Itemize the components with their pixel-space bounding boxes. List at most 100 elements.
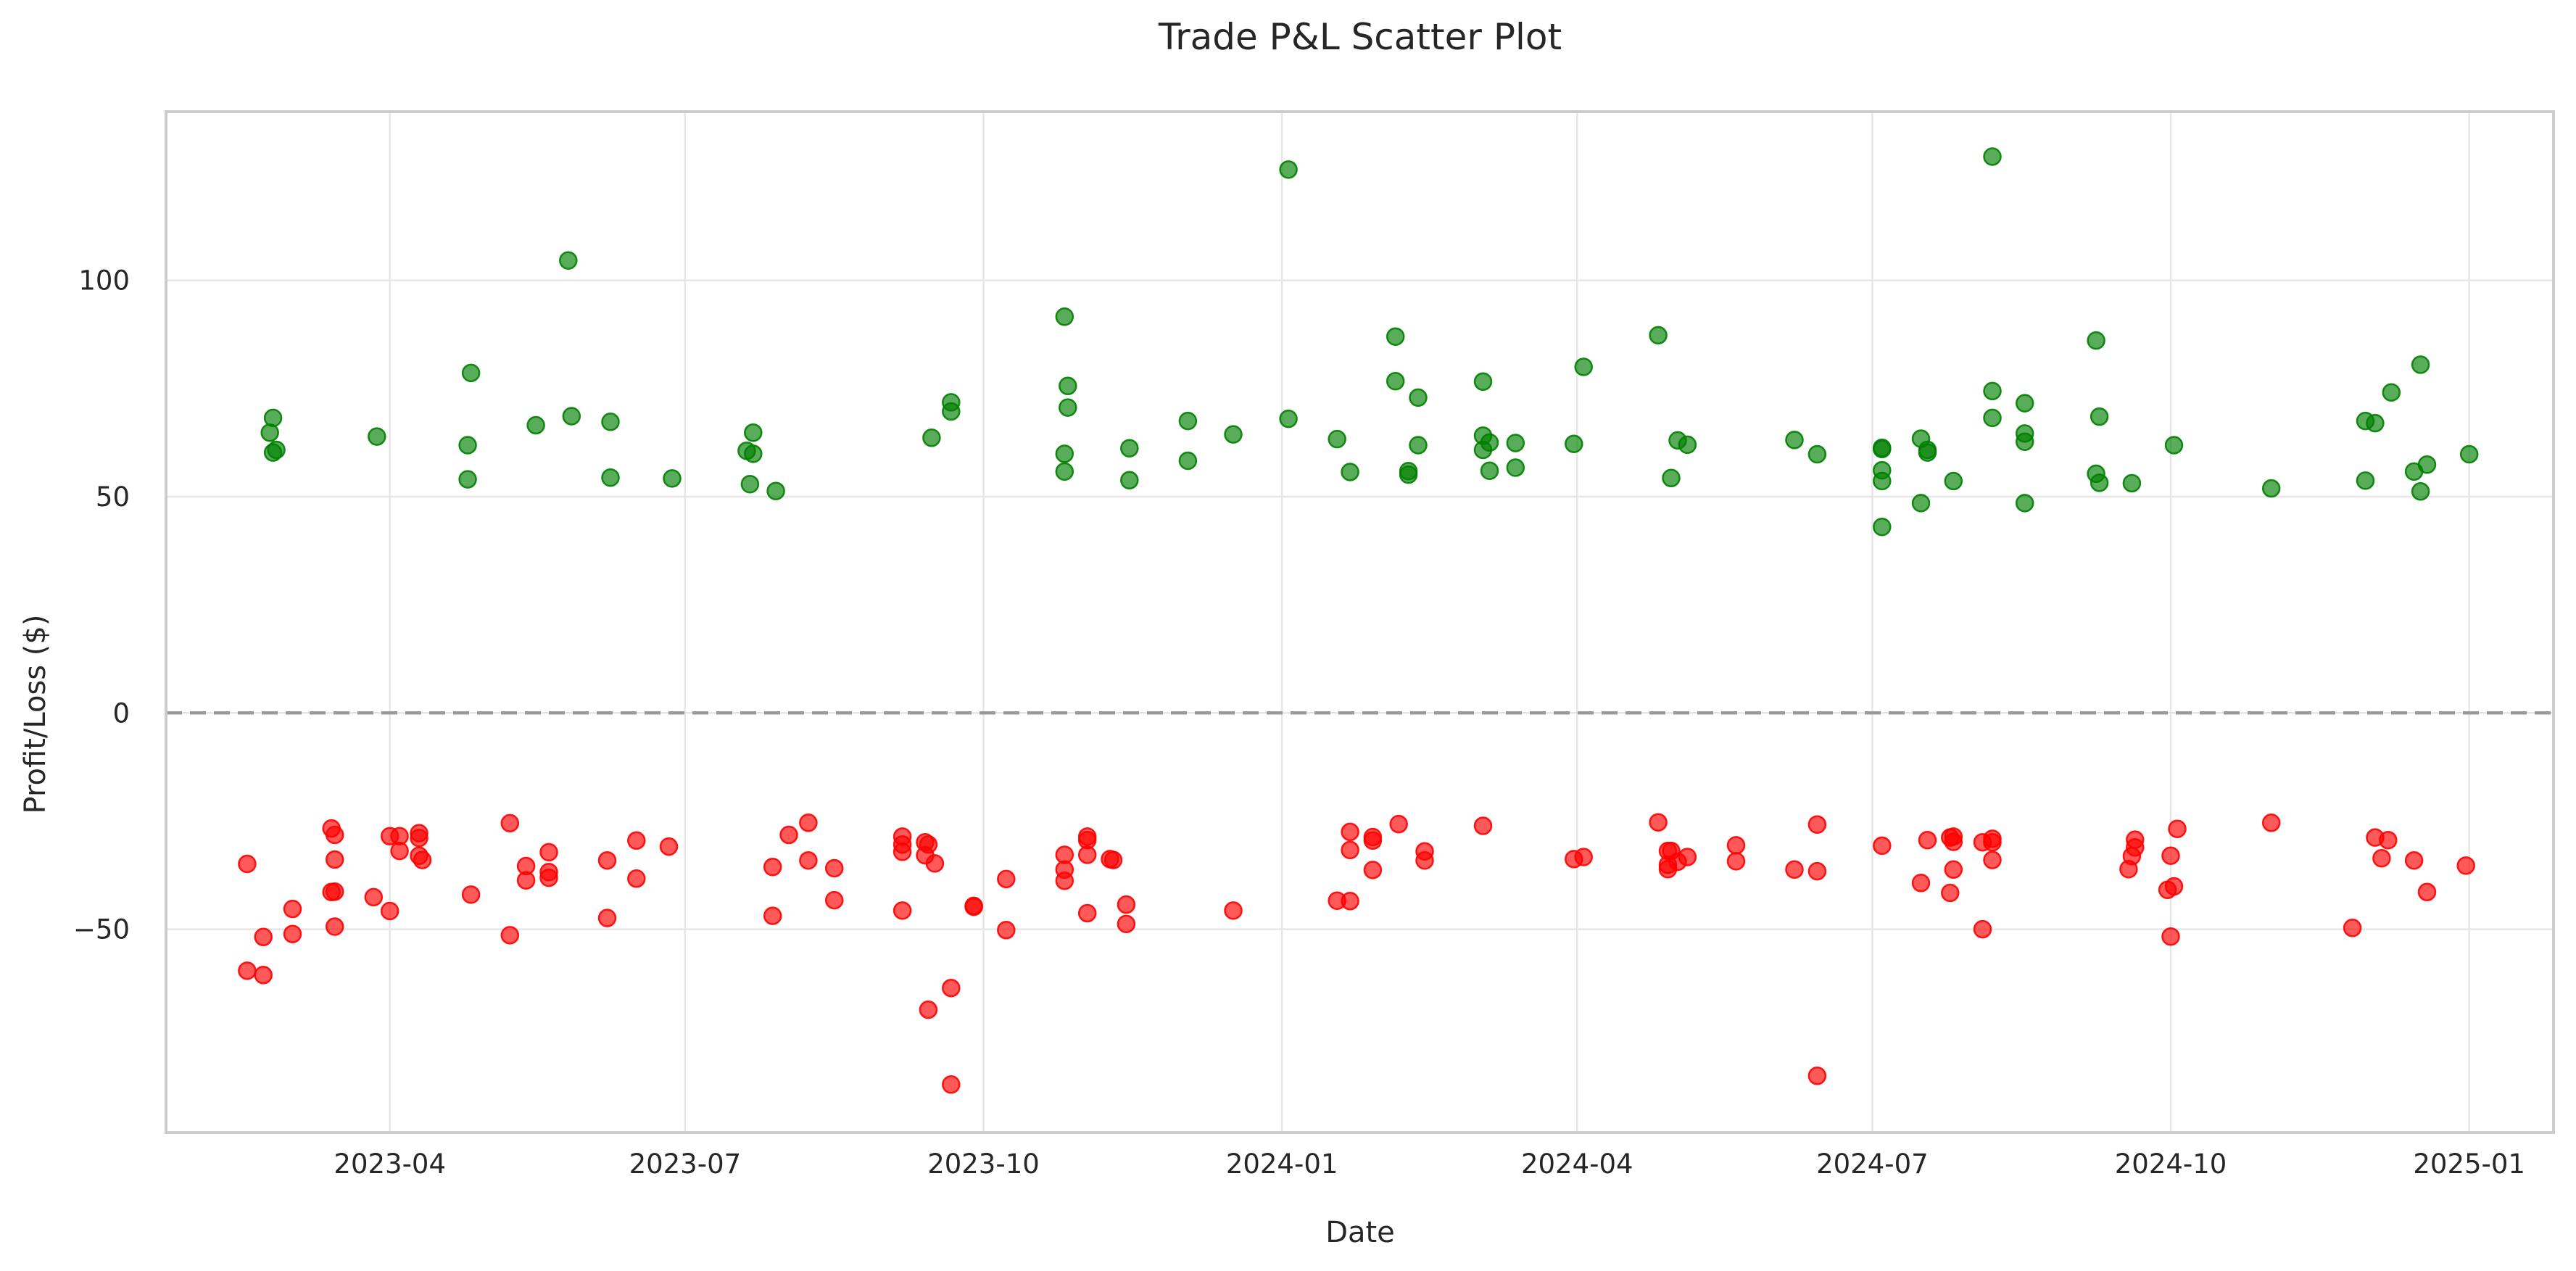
profit-point — [1662, 468, 1681, 488]
loss-point — [893, 842, 912, 861]
x-tick-label: 2023-04 — [334, 1148, 446, 1180]
loss-point — [925, 854, 945, 873]
loss-point — [919, 835, 938, 854]
profit-point — [1983, 381, 2002, 401]
loss-point — [1944, 827, 1963, 846]
profit-point — [1506, 458, 1525, 477]
profit-point — [2382, 383, 2401, 402]
profit-point — [1386, 371, 1405, 391]
loss-point — [2343, 919, 2362, 937]
profit-point — [1409, 436, 1428, 455]
loss-point — [893, 827, 912, 846]
loss-point — [500, 926, 520, 945]
profit-point — [2411, 355, 2430, 374]
loss-point — [1973, 919, 1992, 939]
x-tick-label: 2024-10 — [2115, 1148, 2227, 1180]
loss-point — [1911, 874, 1931, 893]
loss-point — [1363, 861, 1383, 879]
profit-point — [1983, 408, 2002, 428]
loss-point — [2417, 882, 2437, 902]
x-tick-label: 2024-04 — [1521, 1148, 1633, 1180]
loss-point — [1807, 861, 1827, 881]
profit-point — [263, 408, 283, 428]
profit-point — [2261, 479, 2281, 498]
profit-point — [2015, 394, 2034, 413]
loss-point — [283, 924, 302, 943]
loss-point — [824, 858, 844, 878]
loss-point — [2168, 819, 2187, 838]
loss-point — [413, 850, 432, 869]
plot-area-frame — [165, 110, 2555, 1134]
profit-point — [1178, 451, 1198, 471]
loss-point — [1077, 845, 1097, 864]
loss-point — [539, 868, 558, 887]
profit-point — [458, 436, 477, 455]
profit-point — [2411, 482, 2430, 501]
loss-point — [1415, 850, 1434, 870]
loss-point — [539, 842, 558, 862]
loss-point — [283, 899, 302, 919]
profit-point — [562, 407, 581, 426]
loss-point — [627, 831, 646, 850]
loss-point — [325, 850, 344, 869]
loss-point — [1726, 852, 1746, 871]
profit-point — [526, 415, 545, 435]
loss-point — [1918, 830, 1937, 850]
profit-point — [663, 469, 682, 488]
loss-point — [1649, 813, 1668, 832]
loss-point — [2164, 877, 2184, 896]
profit-point — [766, 481, 785, 500]
profit-point — [942, 402, 961, 421]
loss-point — [238, 854, 257, 874]
profit-point — [559, 251, 578, 270]
x-axis-label: Date — [1325, 1216, 1395, 1249]
profit-point — [1873, 471, 1892, 491]
y-tick-label: 100 — [78, 265, 130, 297]
profit-point — [2122, 473, 2142, 493]
loss-point — [942, 978, 961, 998]
loss-point — [1574, 848, 1593, 866]
loss-point — [919, 1000, 938, 1019]
loss-point — [2456, 856, 2475, 875]
profit-point — [1120, 439, 1139, 458]
profit-point — [2356, 471, 2375, 490]
profit-point — [368, 427, 386, 446]
profit-point — [1480, 461, 1499, 480]
loss-point — [1944, 860, 1963, 879]
loss-point — [254, 966, 273, 985]
profit-point — [1120, 471, 1139, 490]
loss-point — [799, 850, 818, 870]
loss-point — [1224, 901, 1243, 920]
loss-point — [1341, 892, 1359, 911]
loss-point — [1785, 860, 1804, 879]
loss-point — [1473, 816, 1493, 835]
loss-point — [893, 901, 912, 920]
profit-series — [260, 147, 2479, 537]
loss-point — [1117, 914, 1136, 934]
x-tick-label: 2024-01 — [1226, 1148, 1338, 1180]
profit-point — [2366, 413, 2385, 433]
profit-point — [1386, 327, 1405, 346]
profit-point — [1565, 434, 1583, 453]
profit-point — [1328, 429, 1346, 449]
loss-point — [763, 906, 782, 925]
loss-point — [2372, 848, 2391, 868]
x-tick-label: 2025-01 — [2413, 1148, 2525, 1180]
profit-point — [1574, 357, 1593, 376]
loss-series — [238, 813, 2475, 1094]
profit-point — [744, 444, 763, 463]
profit-point — [1055, 307, 1074, 326]
profit-point — [601, 413, 620, 431]
profit-point — [1409, 388, 1428, 407]
loss-point — [1363, 831, 1383, 850]
loss-point — [763, 857, 782, 877]
loss-point — [1117, 895, 1136, 914]
profit-point — [2015, 432, 2034, 451]
loss-point — [410, 828, 428, 848]
profit-point — [2090, 473, 2109, 492]
profit-point — [744, 423, 763, 442]
loss-point — [461, 885, 481, 904]
profit-point — [1178, 411, 1198, 431]
